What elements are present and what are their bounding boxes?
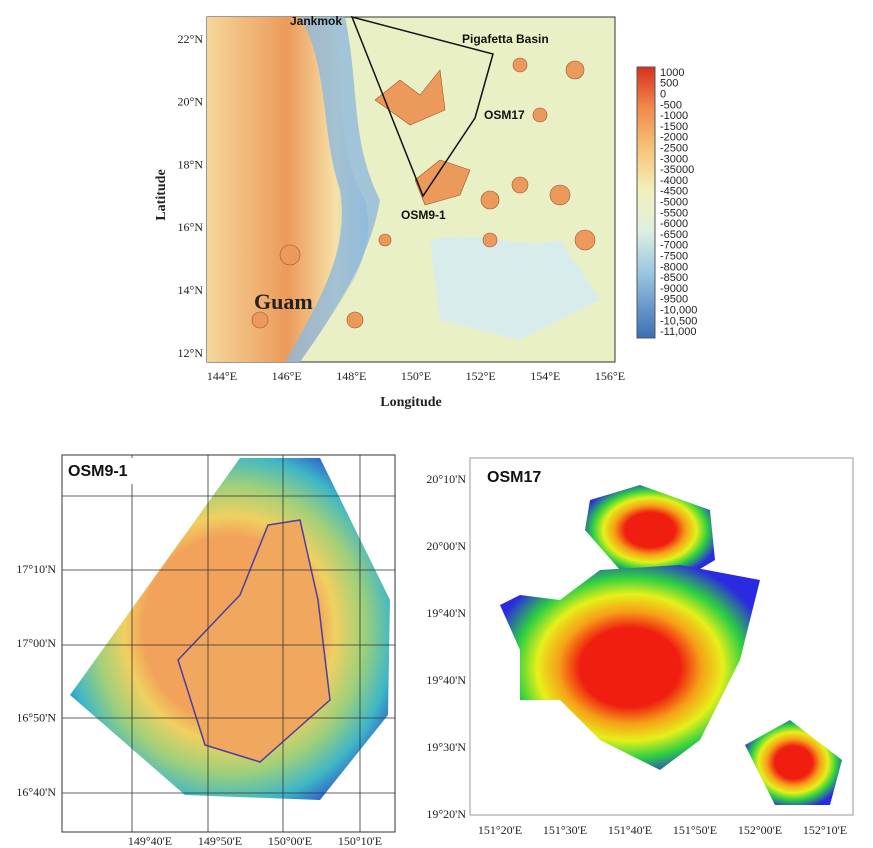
colorbar-label: -11,000: [660, 326, 697, 338]
x-tick-label: 152°00'E: [738, 823, 782, 837]
y-tick-label: 20°00'N: [426, 539, 466, 553]
x-tick-label: 150°00'E: [268, 834, 312, 848]
x-tick-label: 152°E: [466, 369, 496, 383]
x-tick-label: 154°E: [530, 369, 560, 383]
x-tick-label: 149°40'E: [128, 834, 172, 848]
y-tick-label: 17°10'N: [16, 562, 56, 576]
y-tick-label: 19°30'N: [426, 740, 466, 754]
x-tick-label: 148°E: [336, 369, 366, 383]
figure: Latitude Longitude Jankmok Pigafetta Bas…: [0, 0, 873, 848]
osm9-map: OSM9-1: [62, 455, 395, 832]
y-tick-label: 19°40'N: [426, 606, 466, 620]
y-tick-label: 12°N: [178, 346, 204, 360]
y-tick-label: 18°N: [178, 157, 204, 171]
x-tick-label: 144°E: [207, 369, 237, 383]
x-tick-label: 151°40'E: [608, 823, 652, 837]
x-tick-label: 151°50'E: [673, 823, 717, 837]
y-tick-label: 14°N: [178, 283, 204, 297]
regional-map: Latitude Longitude Jankmok Pigafetta Bas…: [154, 14, 655, 410]
y-tick-label: 16°50'N: [16, 710, 56, 724]
x-tick-label: 149°50'E: [198, 834, 242, 848]
y-tick-label: 19°40'N: [426, 673, 466, 687]
panel-title: OSM9-1: [68, 463, 128, 480]
x-tick-label: 152°10'E: [803, 823, 847, 837]
y-tick-label: 16°N: [178, 220, 204, 234]
place-label: Jankmok: [290, 14, 342, 28]
x-tick-label: 150°E: [401, 369, 431, 383]
x-axis-label: Longitude: [380, 395, 441, 410]
panel-title: OSM17: [487, 469, 541, 486]
x-tick-label: 150°10'E: [338, 834, 382, 848]
place-label: Pigafetta Basin: [462, 32, 549, 46]
x-tick-label: 151°20'E: [478, 823, 522, 837]
y-axis-label: Latitude: [154, 169, 169, 220]
y-tick-label: 16°40'N: [16, 785, 56, 799]
place-label: Guam: [254, 289, 313, 314]
y-tick-label: 20°N: [178, 95, 204, 109]
place-label: OSM9-1: [401, 208, 446, 222]
y-tick-label: 20°10'N: [426, 472, 466, 486]
figure-canvas: Latitude Longitude Jankmok Pigafetta Bas…: [0, 0, 873, 848]
colorbar: [637, 67, 655, 338]
x-tick-label: 146°E: [272, 369, 302, 383]
place-label: OSM17: [484, 108, 525, 122]
y-tick-label: 22°N: [178, 32, 204, 46]
y-tick-label: 19°20'N: [426, 807, 466, 821]
osm17-map: OSM17: [470, 458, 853, 815]
y-tick-label: 17°00'N: [16, 636, 56, 650]
x-tick-label: 151°30'E: [543, 823, 587, 837]
x-tick-label: 156°E: [595, 369, 625, 383]
